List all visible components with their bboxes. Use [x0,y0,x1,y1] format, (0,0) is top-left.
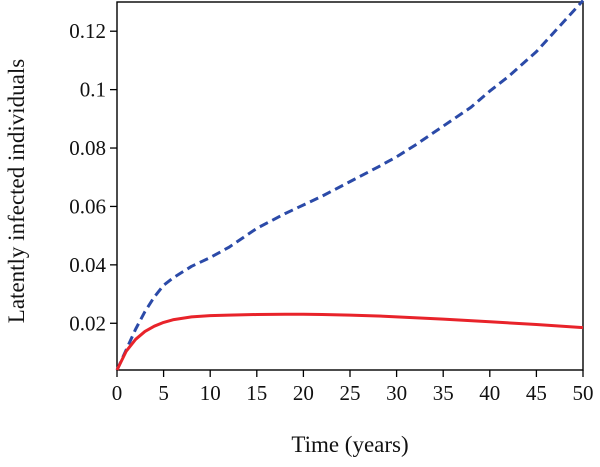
y-tick-label: 0.1 [80,78,106,102]
x-tick-label: 40 [479,381,500,405]
x-tick-label: 50 [573,381,594,405]
y-tick-label: 0.02 [69,311,106,335]
series-line-1 [115,0,585,371]
y-axis: 0.02 0.04 0.06 0.08 0.1 0.12 [69,19,117,335]
x-tick-label: 0 [112,381,123,405]
y-tick-label: 0.06 [69,194,106,218]
y-axis-title: Latently infected individuals [4,59,29,323]
series-layer [115,0,585,371]
x-tick-label: 20 [293,381,314,405]
x-tick-label: 45 [526,381,547,405]
series-line-2 [115,312,584,371]
x-tick-label: 10 [200,381,221,405]
y-tick-label: 0.08 [69,136,106,160]
x-axis-title: Time (years) [291,432,408,457]
y-tick-label: 0.12 [69,19,106,43]
x-tick-label: 30 [386,381,407,405]
x-tick-label: 5 [158,381,169,405]
x-axis: 0 5 10 15 20 25 30 35 40 45 50 [112,370,594,405]
y-tick-label: 0.04 [69,253,106,277]
x-tick-label: 15 [246,381,267,405]
x-tick-label: 25 [340,381,361,405]
x-tick-label: 35 [433,381,454,405]
